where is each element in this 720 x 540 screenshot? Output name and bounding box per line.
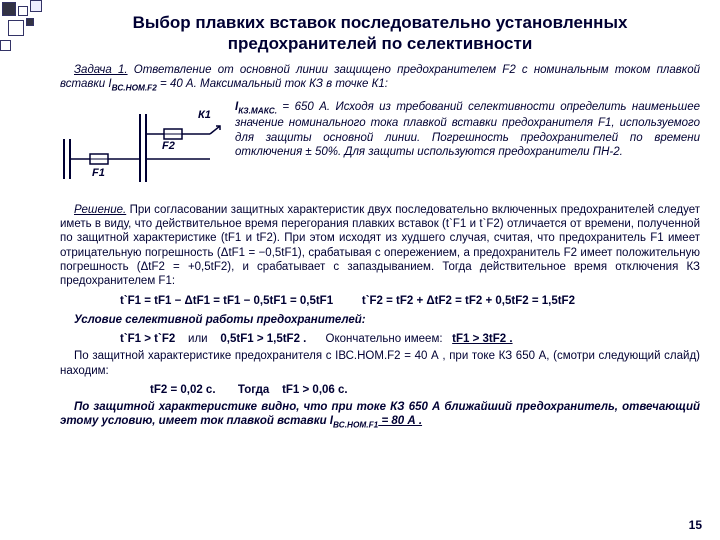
condition-label: Условие селективной работы предохранител… [60,313,700,327]
final-para: По защитной характеристике видно, что пр… [60,400,700,431]
task-label: Задача 1. [74,64,128,76]
page-title: Выбор плавких вставок последовательно ус… [60,12,700,55]
svg-text:F1: F1 [92,167,105,179]
condition-formula: t`F1 > t`F2 или 0,5tF1 > 1,5tF2 . Оконча… [120,333,700,345]
circuit-diagram: F1 F2 К1 [60,100,235,199]
svg-text:F2: F2 [162,140,175,152]
task-continuation: IКЗ.МАКС. = 650 А. Исходя из требований … [235,100,700,199]
solution-label: Решение. [74,204,126,216]
slide-decoration [0,0,42,540]
formula-row-2: tF2 = 0,02 с. Тогда tF1 > 0,06 с. [150,384,700,396]
svg-text:К1: К1 [198,109,211,121]
task-intro: Задача 1. Ответвление от основной линии … [60,63,700,94]
diagram-and-text-row: F1 F2 К1 IКЗ.МАКС. = 650 А. Исходя из тр… [60,100,700,199]
slide-content: Выбор плавких вставок последовательно ус… [60,12,700,437]
page-number: 15 [689,518,702,532]
formula-row-1: t`F1 = tF1 − ΔtF1 = tF1 − 0,5tF1 = 0,5tF… [120,295,700,307]
para-charact: По защитной характеристике предохранител… [60,349,700,378]
solution-para: Решение. При согласовании защитных харак… [60,203,700,289]
